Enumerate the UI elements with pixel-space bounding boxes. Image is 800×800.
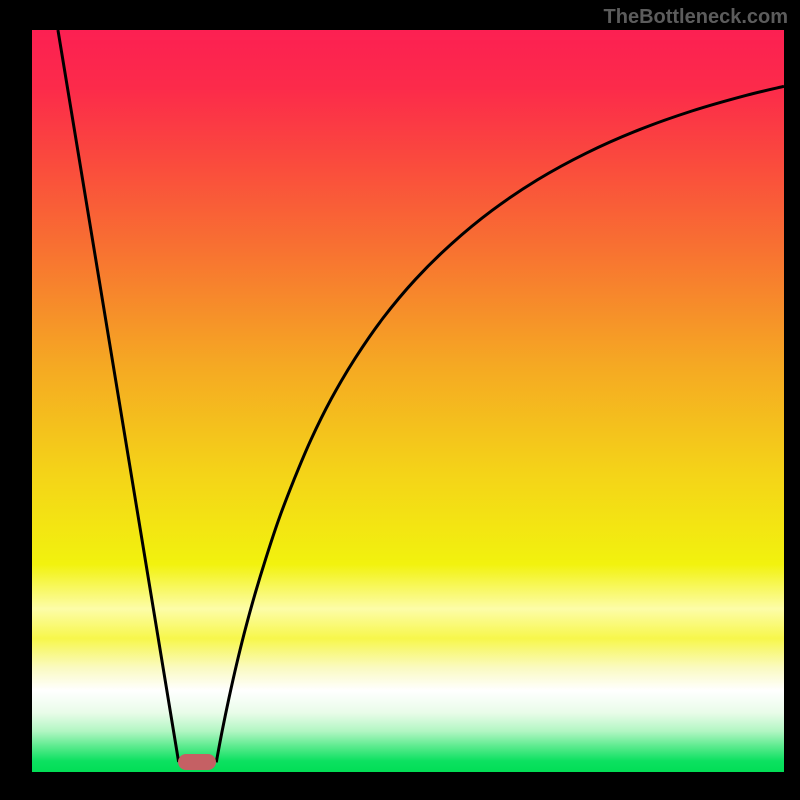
- bottleneck-curve: [32, 30, 784, 772]
- watermark-text: TheBottleneck.com: [604, 6, 788, 29]
- optimal-point-marker: [178, 754, 216, 770]
- chart-plot-area: [32, 30, 784, 772]
